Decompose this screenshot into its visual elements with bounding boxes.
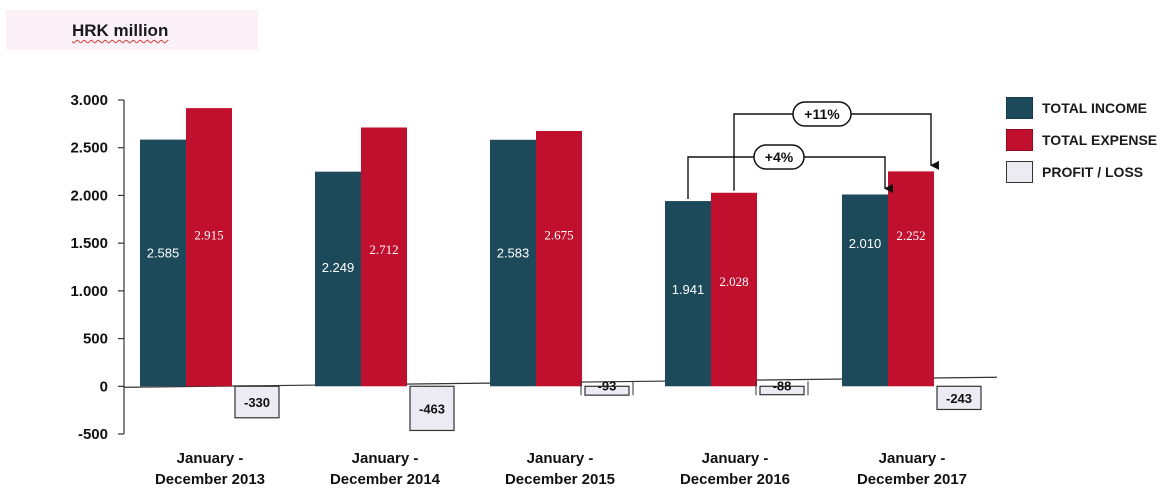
data-label-total-income: 2.249	[322, 260, 355, 275]
y-tick-label: 3.000	[70, 92, 108, 109]
profit-loss-bracket	[755, 381, 809, 396]
y-tick-label: 500	[83, 331, 108, 348]
legend-swatch-total-expense	[1006, 129, 1033, 151]
bar-total-income	[665, 201, 711, 387]
legend-item-total-expense: TOTAL EXPENSE	[1006, 124, 1157, 156]
legend-item-profit-loss: PROFIT / LOSS	[1006, 156, 1157, 188]
bar-profit-loss	[936, 385, 982, 411]
legend-swatch-profit-loss	[1006, 161, 1033, 183]
x-category-label-line2: December 2015	[505, 471, 615, 488]
data-label-total-expense: 2.675	[544, 227, 573, 242]
bar-total-expense	[536, 131, 582, 387]
data-label-total-expense: 2.028	[719, 274, 748, 289]
data-label-total-income: 2.583	[497, 245, 530, 260]
bar-profit-loss	[759, 385, 805, 396]
bar-total-income	[842, 194, 888, 387]
x-category-label-line2: December 2014	[330, 471, 441, 488]
growth-badge-income	[753, 144, 805, 170]
y-tick-label: 1.500	[70, 235, 108, 252]
bar-total-expense	[888, 171, 934, 387]
data-label-profit-loss: -330	[244, 395, 270, 410]
legend-label-total-income: TOTAL INCOME	[1042, 100, 1147, 116]
y-tick-label: 2.500	[70, 140, 108, 157]
growth-label-income: +4%	[765, 149, 794, 165]
legend-swatch-total-income	[1006, 97, 1033, 119]
x-category-label-line1: January -	[702, 450, 769, 467]
bar-total-expense	[186, 108, 232, 387]
unit-label-background	[6, 10, 258, 50]
bar-total-income	[140, 139, 186, 387]
legend-item-total-income: TOTAL INCOME	[1006, 92, 1157, 124]
bar-total-expense	[711, 192, 757, 387]
y-tick-label: 2.000	[70, 187, 108, 204]
data-label-total-income: 1.941	[672, 282, 705, 297]
data-label-total-expense: 2.915	[194, 227, 223, 242]
bar-total-income	[490, 139, 536, 387]
bar-profit-loss	[409, 385, 455, 432]
data-label-profit-loss: -243	[946, 391, 972, 406]
x-category-label-line1: January -	[352, 450, 419, 467]
bar-profit-loss	[584, 385, 630, 396]
x-category-label-line2: December 2017	[857, 471, 967, 488]
x-category-label-line1: January -	[177, 450, 244, 467]
growth-badge-expense	[792, 101, 852, 127]
growth-label-expense: +11%	[804, 106, 840, 122]
x-category-label-line1: January -	[879, 450, 946, 467]
legend-label-total-expense: TOTAL EXPENSE	[1042, 132, 1158, 148]
x-category-label-line2: December 2013	[155, 471, 265, 488]
data-label-profit-loss: -93	[598, 378, 617, 393]
legend-label-profit-loss: PROFIT / LOSS	[1042, 164, 1144, 180]
data-label-total-expense: 2.712	[369, 242, 398, 257]
x-category-label-line2: December 2016	[680, 471, 790, 488]
unit-label: HRK million	[72, 21, 169, 40]
data-label-total-income: 2.585	[147, 245, 180, 260]
y-tick-label: 0	[100, 378, 108, 395]
data-label-total-income: 2.010	[849, 236, 882, 251]
data-label-total-expense: 2.252	[896, 228, 925, 243]
legend: TOTAL INCOME TOTAL EXPENSE PROFIT / LOSS	[1006, 92, 1157, 188]
y-tick-label: 1.000	[70, 283, 108, 300]
bar-total-income	[315, 171, 361, 387]
bar-profit-loss	[234, 385, 280, 419]
y-tick-label: -500	[78, 426, 108, 443]
x-category-label-line1: January -	[527, 450, 594, 467]
profit-loss-bracket	[580, 381, 634, 396]
data-label-profit-loss: -88	[773, 378, 792, 393]
data-label-profit-loss: -463	[419, 401, 445, 416]
bar-total-expense	[361, 127, 407, 387]
